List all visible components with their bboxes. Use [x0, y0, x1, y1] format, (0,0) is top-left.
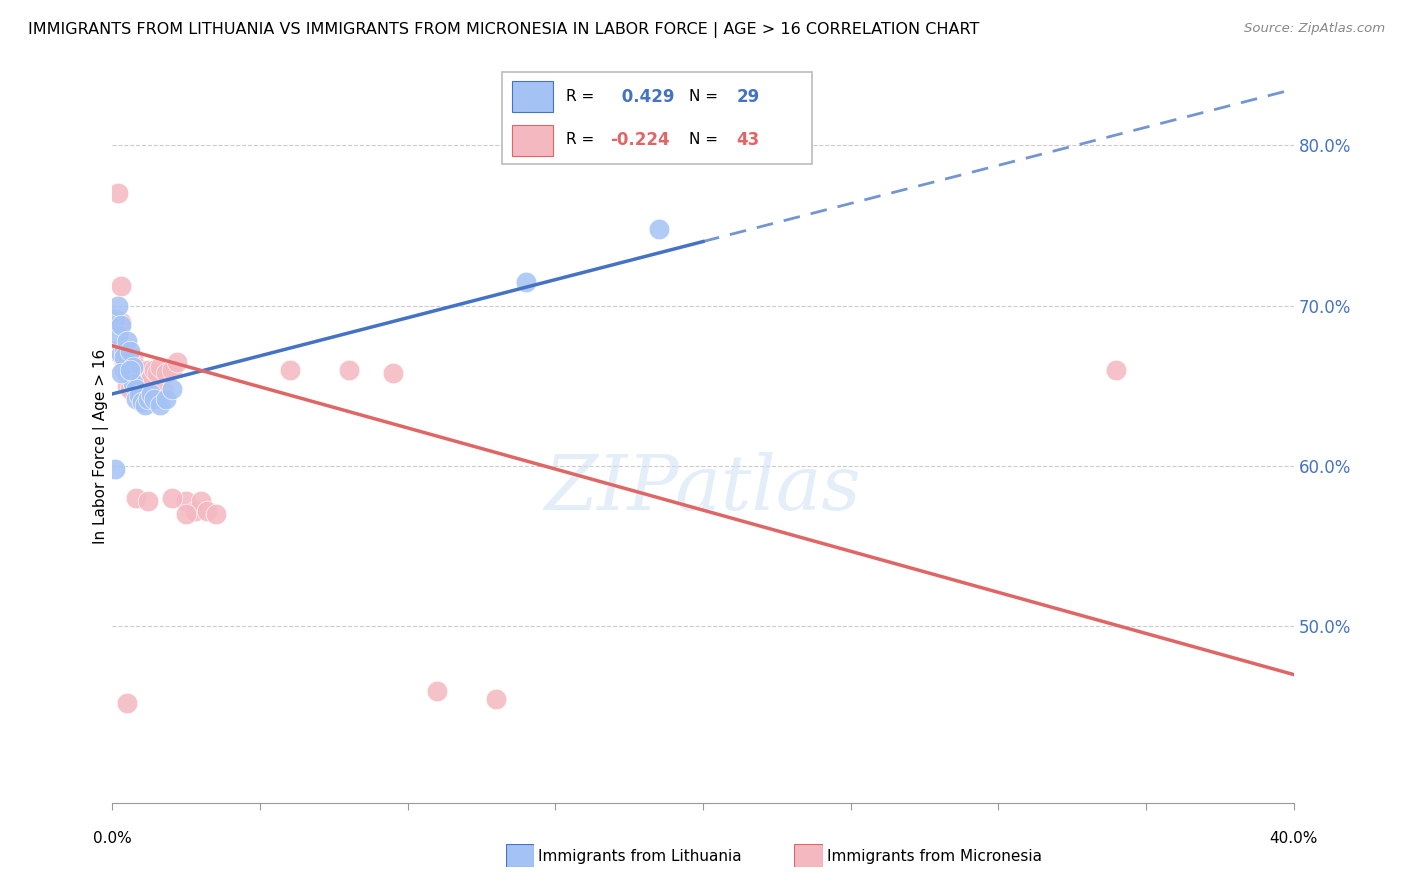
Point — [174, 507, 197, 521]
Point — [160, 382, 183, 396]
Point — [117, 366, 138, 380]
Text: R =: R = — [565, 132, 593, 147]
Text: 0.429: 0.429 — [616, 87, 675, 105]
Point — [142, 392, 165, 406]
Point — [110, 315, 132, 329]
Point — [142, 363, 165, 377]
Point — [152, 382, 174, 396]
Point — [120, 366, 142, 380]
Point — [515, 275, 537, 289]
Point — [122, 376, 145, 390]
Point — [136, 363, 159, 377]
Point — [205, 507, 228, 521]
Point — [128, 388, 150, 402]
Point — [134, 376, 156, 390]
Point — [107, 186, 129, 201]
Point — [125, 392, 148, 406]
Point — [128, 371, 150, 385]
Point — [136, 494, 159, 508]
Text: N =: N = — [689, 132, 718, 147]
Point — [122, 359, 145, 374]
Point — [146, 366, 169, 380]
Point — [184, 504, 207, 518]
Point — [131, 395, 153, 409]
Point — [110, 318, 132, 332]
Point — [195, 504, 218, 518]
Point — [120, 382, 142, 396]
Y-axis label: In Labor Force | Age > 16: In Labor Force | Age > 16 — [93, 349, 110, 543]
Point — [1105, 363, 1128, 377]
Point — [131, 382, 153, 396]
Point — [174, 494, 197, 508]
Point — [136, 392, 159, 406]
Point — [337, 363, 360, 377]
Point — [112, 363, 135, 377]
FancyBboxPatch shape — [512, 125, 553, 156]
Point — [110, 366, 132, 380]
Point — [117, 697, 138, 711]
Point — [120, 343, 142, 358]
Point — [125, 359, 148, 374]
Point — [104, 343, 127, 358]
Text: 29: 29 — [737, 87, 759, 105]
Point — [125, 491, 148, 505]
Point — [382, 366, 405, 380]
Point — [120, 369, 142, 384]
Point — [112, 343, 135, 358]
Point — [107, 327, 129, 342]
Point — [134, 398, 156, 412]
Point — [112, 355, 135, 369]
Text: Source: ZipAtlas.com: Source: ZipAtlas.com — [1244, 22, 1385, 36]
Point — [190, 494, 212, 508]
Point — [104, 311, 127, 326]
Point — [110, 279, 132, 293]
Point — [155, 392, 177, 406]
FancyBboxPatch shape — [512, 81, 553, 112]
Text: R =: R = — [565, 89, 593, 104]
Point — [139, 371, 162, 385]
Point — [120, 363, 142, 377]
Point — [426, 683, 449, 698]
Text: Immigrants from Micronesia: Immigrants from Micronesia — [827, 849, 1042, 863]
Point — [125, 382, 148, 396]
Text: 43: 43 — [737, 131, 759, 149]
Point — [160, 491, 183, 505]
Text: -0.224: -0.224 — [610, 131, 669, 149]
Point — [166, 355, 188, 369]
Point — [160, 363, 183, 377]
Point — [117, 334, 138, 348]
Point — [122, 376, 145, 390]
Point — [485, 691, 508, 706]
Point — [117, 363, 138, 377]
Text: ZIPatlas: ZIPatlas — [544, 452, 862, 525]
Point — [155, 366, 177, 380]
Point — [647, 221, 671, 235]
Text: Immigrants from Lithuania: Immigrants from Lithuania — [538, 849, 742, 863]
Point — [149, 359, 172, 374]
Text: 0.0%: 0.0% — [93, 831, 132, 846]
FancyBboxPatch shape — [502, 72, 813, 164]
Point — [278, 363, 301, 377]
Point — [139, 387, 162, 401]
Point — [107, 299, 129, 313]
Point — [125, 379, 148, 393]
Point — [122, 350, 145, 364]
Point — [149, 398, 172, 412]
Text: N =: N = — [689, 89, 718, 104]
Text: 40.0%: 40.0% — [1270, 831, 1317, 846]
Point — [110, 347, 132, 361]
Point — [112, 350, 135, 364]
Point — [117, 379, 138, 393]
Point — [131, 379, 153, 393]
Point — [104, 462, 127, 476]
Text: IMMIGRANTS FROM LITHUANIA VS IMMIGRANTS FROM MICRONESIA IN LABOR FORCE | AGE > 1: IMMIGRANTS FROM LITHUANIA VS IMMIGRANTS … — [28, 22, 980, 38]
